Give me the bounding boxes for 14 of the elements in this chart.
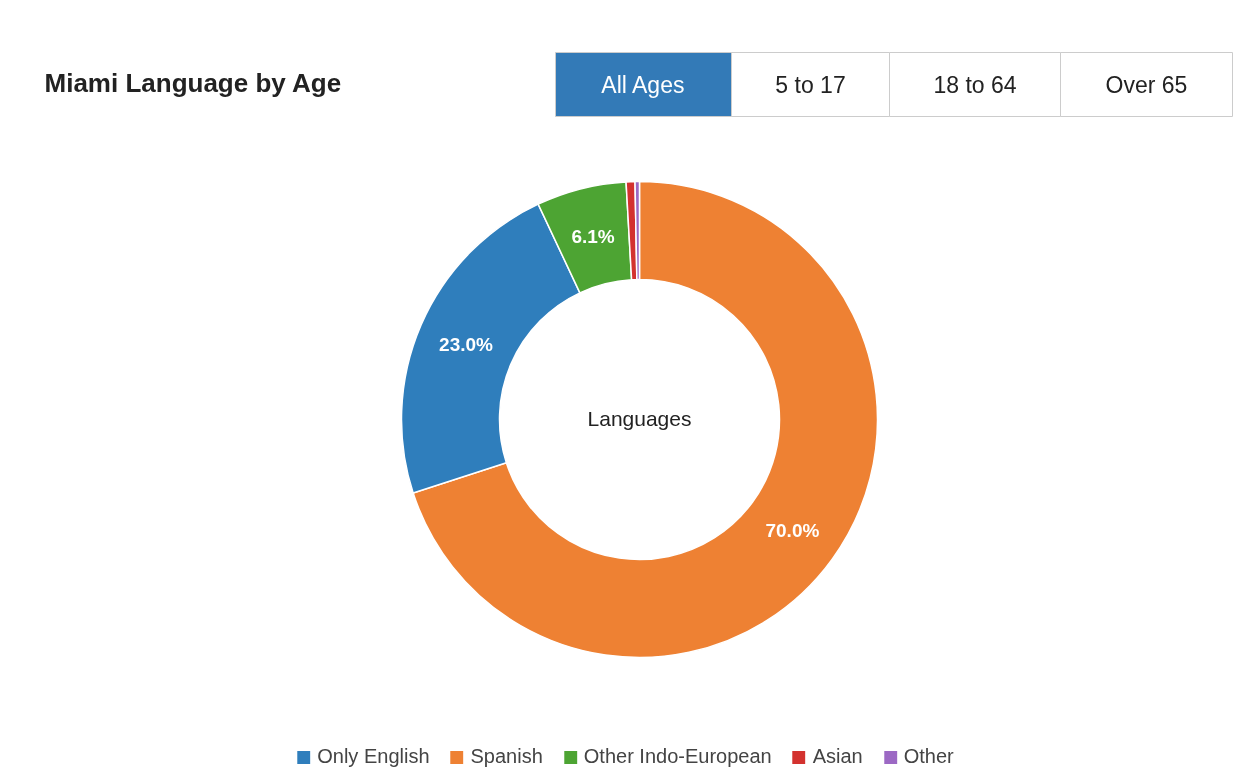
- data-label: 6.1%: [571, 225, 615, 247]
- text: Over 65: [1105, 71, 1188, 98]
- legend-label: Other: [903, 745, 954, 768]
- text: 18 to 64: [933, 71, 1017, 98]
- text: All Ages: [601, 71, 685, 98]
- text: 5 to 17: [775, 71, 846, 98]
- chart-title: Miami Language by Age: [44, 67, 342, 98]
- legend-label: Other Indo-European: [583, 745, 772, 768]
- data-label: 23.0%: [439, 333, 494, 355]
- text: Languages: [587, 407, 692, 430]
- legend-label: Spanish: [470, 745, 543, 768]
- data-label: 70.0%: [765, 520, 820, 542]
- legend-label: Asian: [812, 745, 863, 768]
- legend-label: Only English: [317, 745, 430, 768]
